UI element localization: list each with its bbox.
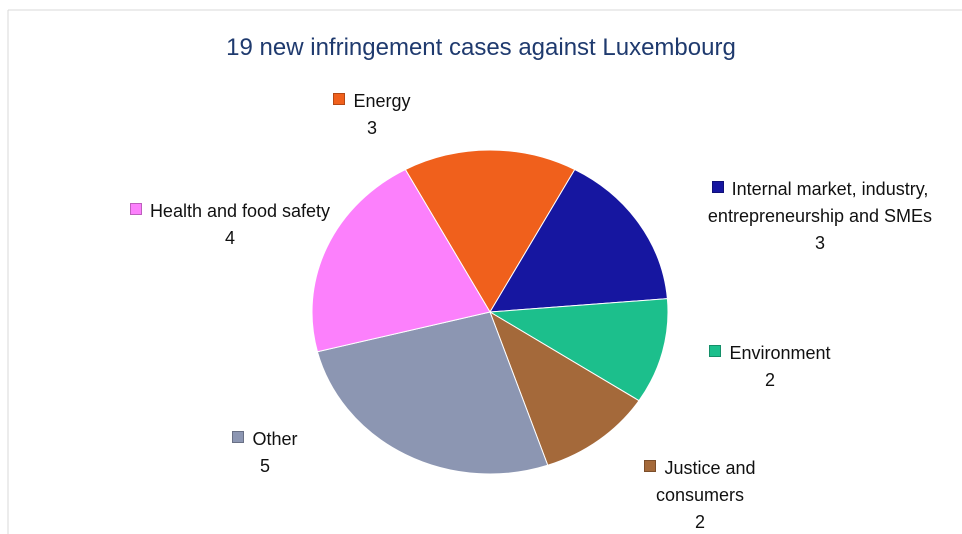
pie-slice	[404, 149, 576, 313]
slice-label: Energy 3	[302, 88, 442, 142]
label-name-line: Internal market, industry, entrepreneurs…	[690, 176, 950, 230]
slice-label: Health and food safety 4	[125, 198, 335, 252]
slice-label: Environment 2	[670, 340, 870, 394]
value-label: 5	[259, 456, 270, 476]
category-name: Internal market, industry, entrepreneurs…	[707, 179, 933, 226]
slice-label: Other 5	[190, 426, 340, 480]
pie-slice	[488, 298, 669, 402]
slice-label: Internal market, industry, entrepreneurs…	[690, 176, 950, 257]
value-label: 3	[366, 118, 377, 138]
pie-slice	[489, 168, 668, 313]
chart-title: 19 new infringement cases against Luxemb…	[226, 34, 736, 61]
legend-marker	[232, 431, 245, 443]
value-label: 3	[814, 233, 825, 253]
category-name: Energy	[353, 91, 411, 111]
category-name: Environment	[729, 343, 831, 363]
category-name: Health and food safety	[149, 201, 331, 221]
legend-marker	[644, 460, 657, 472]
legend-marker	[129, 203, 142, 215]
pie-slice	[311, 168, 491, 353]
value-label: 2	[764, 370, 775, 390]
category-name: Other	[252, 429, 298, 449]
label-name-line: Health and food safety	[125, 198, 335, 225]
label-name-line: Energy	[302, 88, 442, 115]
pie-slice	[489, 310, 640, 466]
legend-marker	[333, 93, 346, 105]
pie-slice	[316, 311, 549, 475]
legend-marker	[711, 181, 724, 193]
value-label: 4	[224, 228, 235, 248]
label-name-line: Environment	[670, 340, 870, 367]
legend-marker	[709, 345, 722, 357]
category-name: Justice and consumers	[655, 458, 756, 505]
value-label: 2	[694, 512, 705, 532]
label-name-line: Justice and consumers	[625, 455, 775, 509]
label-name-line: Other	[190, 426, 340, 453]
slice-label: Justice and consumers 2	[625, 455, 775, 534]
